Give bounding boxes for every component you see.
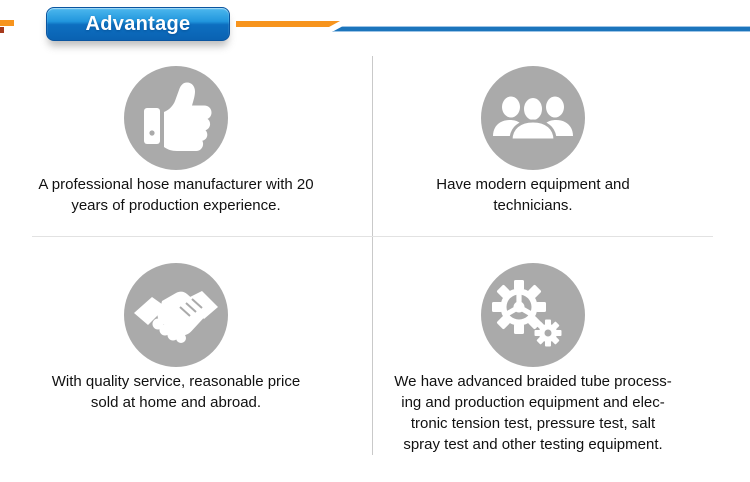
handshake-icon [124, 263, 228, 367]
feature-card-testing: We have advanced braided tube process- i… [372, 236, 750, 482]
thumbs-up-icon [124, 66, 228, 170]
horizontal-divider [32, 236, 713, 237]
section-title: Advantage [85, 12, 191, 35]
feature-card-service: With quality service, reasonable price s… [0, 236, 372, 482]
blue-divider-line [332, 26, 750, 32]
feature-card-equipment: Have modern equipment and technicians. [372, 56, 750, 236]
orange-divider-line [236, 21, 340, 27]
vertical-divider [372, 56, 373, 455]
feature-card-experience: A professional hose manufacturer with 20… [0, 56, 372, 236]
team-icon [481, 66, 585, 170]
red-accent-stub [0, 27, 4, 33]
advantage-title-banner: Advantage [46, 7, 230, 41]
feature-text: With quality service, reasonable price s… [51, 373, 301, 411]
orange-accent-stub [0, 20, 14, 26]
feature-text: A professional hose manufacturer with 20… [38, 176, 314, 214]
feature-grid: A professional hose manufacturer with 20… [0, 56, 750, 482]
feature-text: Have modern equipment and technicians. [436, 176, 630, 214]
feature-text: We have advanced braided tube process- i… [394, 373, 672, 453]
gears-icon [481, 263, 585, 367]
